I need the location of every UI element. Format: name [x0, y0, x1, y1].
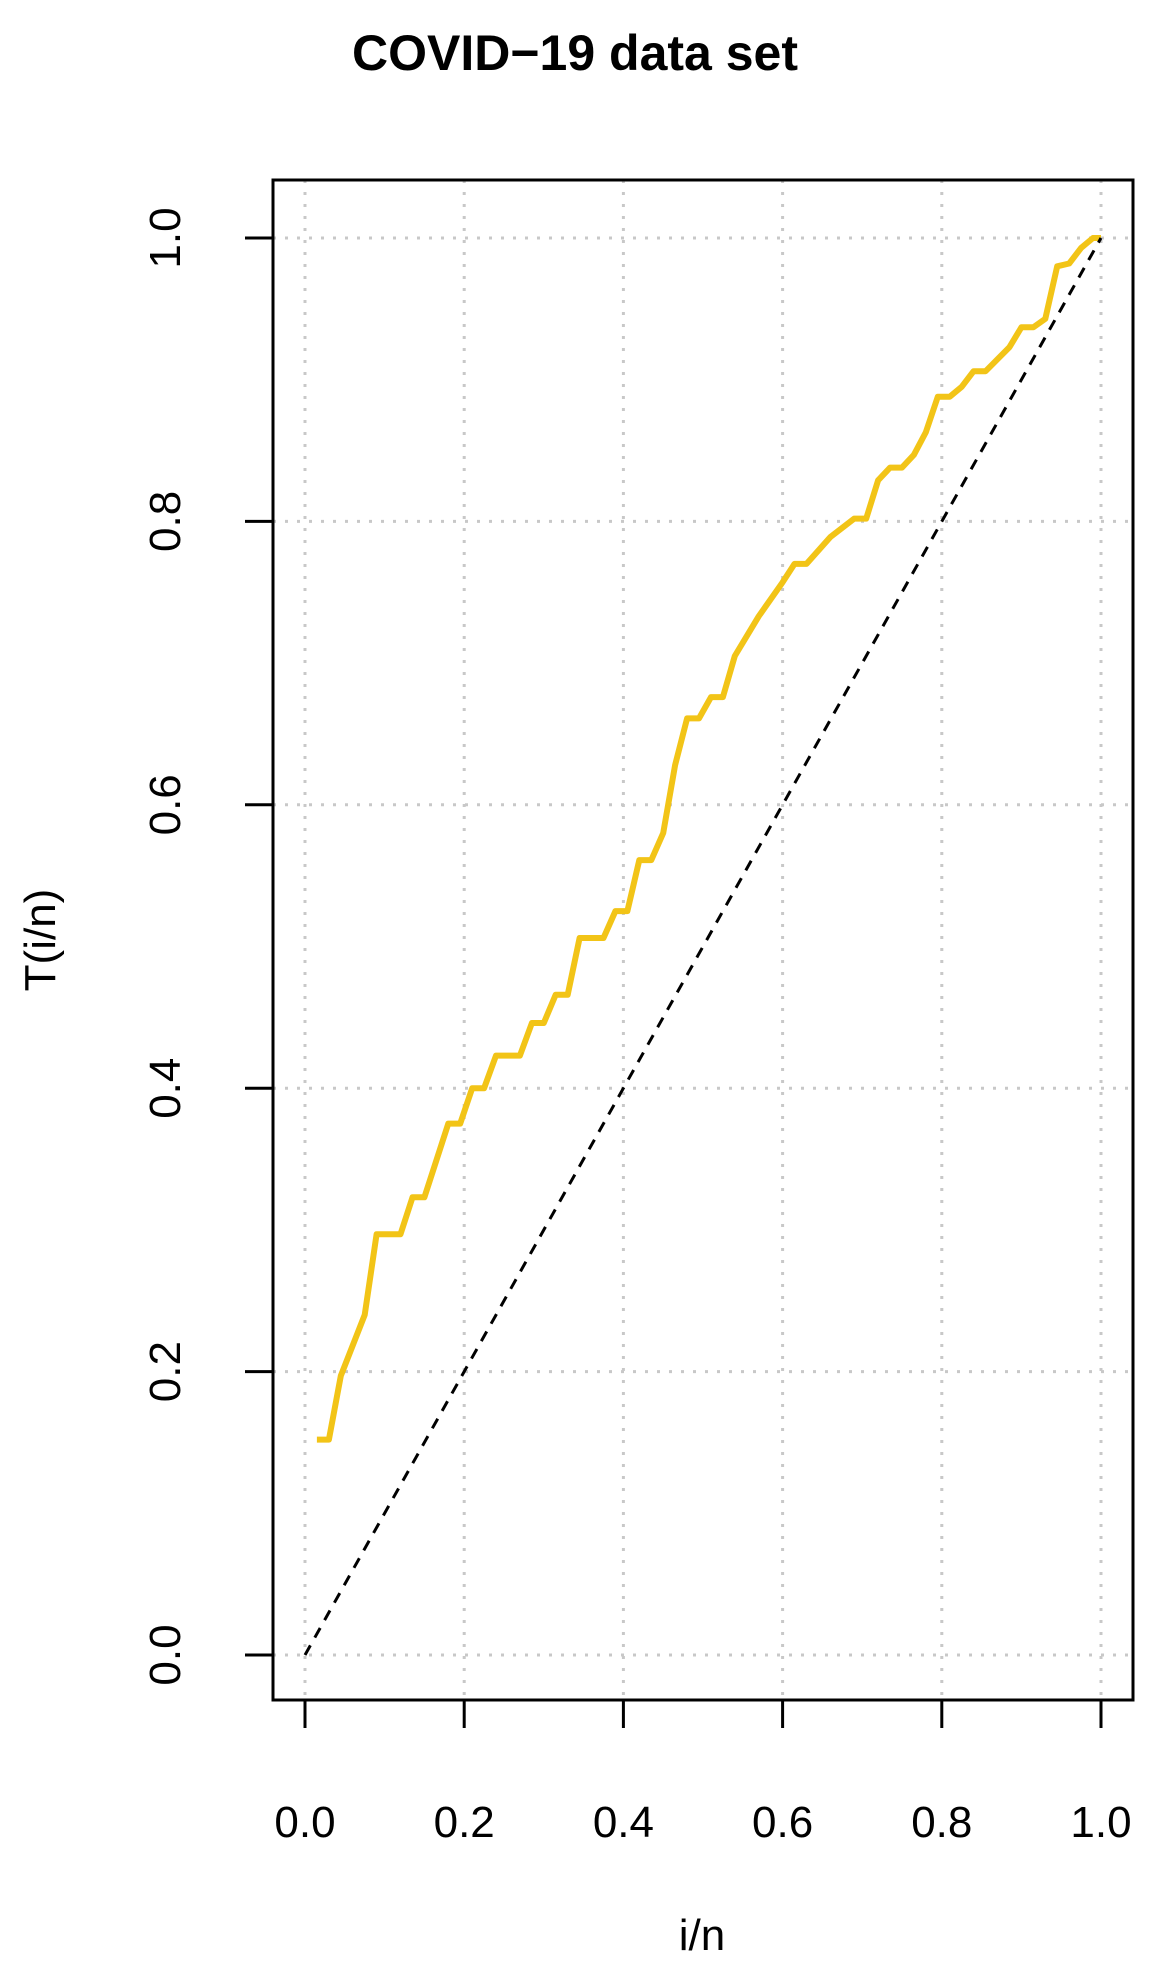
y-tick-label: 1.0: [141, 207, 190, 268]
y-tick-label: 0.8: [141, 491, 190, 552]
reference-line: [303, 237, 1103, 1656]
y-axis-label: T(i/n): [16, 889, 65, 992]
grid: [273, 180, 1133, 1700]
x-axis: 0.0 0.2 0.4 0.6 0.8 1.0: [274, 1698, 1132, 1847]
y-axis: 0.0 0.2 0.4 0.6 0.8 1.0: [141, 207, 275, 1686]
y-tick-label: 0.0: [141, 1624, 190, 1685]
x-tick-label: 0.6: [752, 1798, 813, 1847]
x-tick-label: 0.2: [434, 1798, 495, 1847]
x-tick-label: 1.0: [1070, 1798, 1131, 1847]
series-line: [316, 235, 1101, 1443]
y-tick-label: 0.4: [141, 1058, 190, 1119]
y-tick-label: 0.6: [141, 774, 190, 835]
x-tick-label: 0.4: [593, 1798, 654, 1847]
x-axis-label: i/n: [679, 1911, 725, 1960]
y-tick-label: 0.2: [141, 1341, 190, 1402]
chart-title: COVID−19 data set: [352, 25, 798, 81]
series-layer: [303, 235, 1103, 1656]
x-tick-label: 0.8: [911, 1798, 972, 1847]
x-tick-label: 0.0: [274, 1798, 335, 1847]
